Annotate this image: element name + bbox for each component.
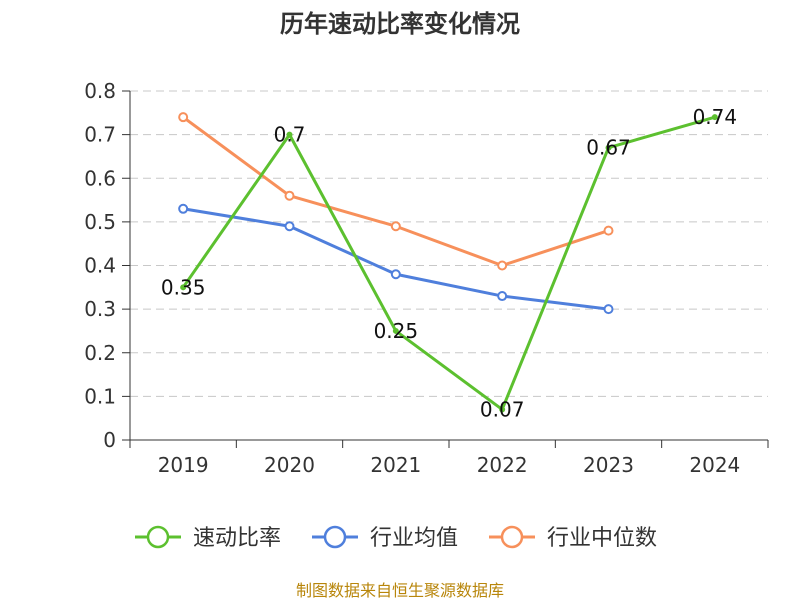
y-tick-label: 0.5 — [84, 210, 116, 234]
series-line — [182, 115, 609, 267]
data-point — [178, 203, 189, 214]
y-tick-label: 0.2 — [84, 341, 116, 365]
data-point — [390, 269, 401, 280]
data-point — [286, 131, 293, 138]
data-labels: 0.35 0.7 0.25 0.07 0.67 0.74 — [161, 105, 737, 421]
data-point — [390, 221, 401, 232]
data-point — [497, 260, 508, 271]
data-point — [392, 327, 399, 334]
data-label: 0.7 — [274, 123, 306, 147]
data-label: 0.25 — [374, 319, 419, 343]
legend-label: 行业均值 — [370, 526, 458, 551]
y-tick-label: 0.7 — [84, 123, 116, 147]
y-tick-label: 0.6 — [84, 166, 116, 190]
x-tick-label: 2021 — [370, 453, 421, 477]
x-tick-label: 2019 — [158, 453, 209, 477]
data-point — [497, 291, 508, 302]
data-point — [603, 225, 614, 236]
data-point — [499, 406, 506, 413]
y-tick-label: 0.3 — [84, 297, 116, 321]
x-tick-label: 2024 — [689, 453, 740, 477]
legend-label: 速动比率 — [193, 526, 281, 551]
source-note: 制图数据来自恒生聚源数据库 — [296, 581, 504, 600]
data-label: 0.35 — [161, 275, 206, 299]
y-tick-label: 0 — [103, 428, 116, 452]
x-tick-label: 2023 — [583, 453, 634, 477]
data-point — [284, 221, 295, 232]
legend-label: 行业中位数 — [547, 526, 657, 551]
x-tick-label: 2022 — [477, 453, 528, 477]
data-point — [605, 144, 612, 151]
data-point — [603, 304, 614, 315]
legend-swatch-marker — [323, 525, 347, 549]
data-point — [178, 112, 189, 123]
x-tick-label: 2020 — [264, 453, 315, 477]
data-point — [284, 190, 295, 201]
y-tick-label: 0.4 — [84, 254, 116, 278]
data-label: 0.67 — [586, 136, 631, 160]
legend: 速动比率 行业均值 行业中位数 — [135, 525, 657, 551]
axes: 0 0.1 0.2 0.3 0.4 0.5 0.6 0.7 0.8 2019 2020 2021 202… — [84, 79, 769, 477]
y-tick-label: 0.1 — [84, 384, 116, 408]
legend-swatch-marker — [500, 525, 524, 549]
legend-swatch-marker — [146, 525, 170, 549]
data-label: 0.07 — [480, 397, 525, 421]
series-group — [178, 112, 718, 413]
chart-title: 历年速动比率变化情况 — [280, 10, 520, 38]
grid — [130, 90, 768, 397]
series-line — [181, 115, 716, 411]
data-point — [711, 114, 718, 121]
data-point — [180, 284, 187, 291]
y-tick-label: 0.8 — [84, 79, 116, 103]
data-label: 0.74 — [693, 105, 738, 129]
